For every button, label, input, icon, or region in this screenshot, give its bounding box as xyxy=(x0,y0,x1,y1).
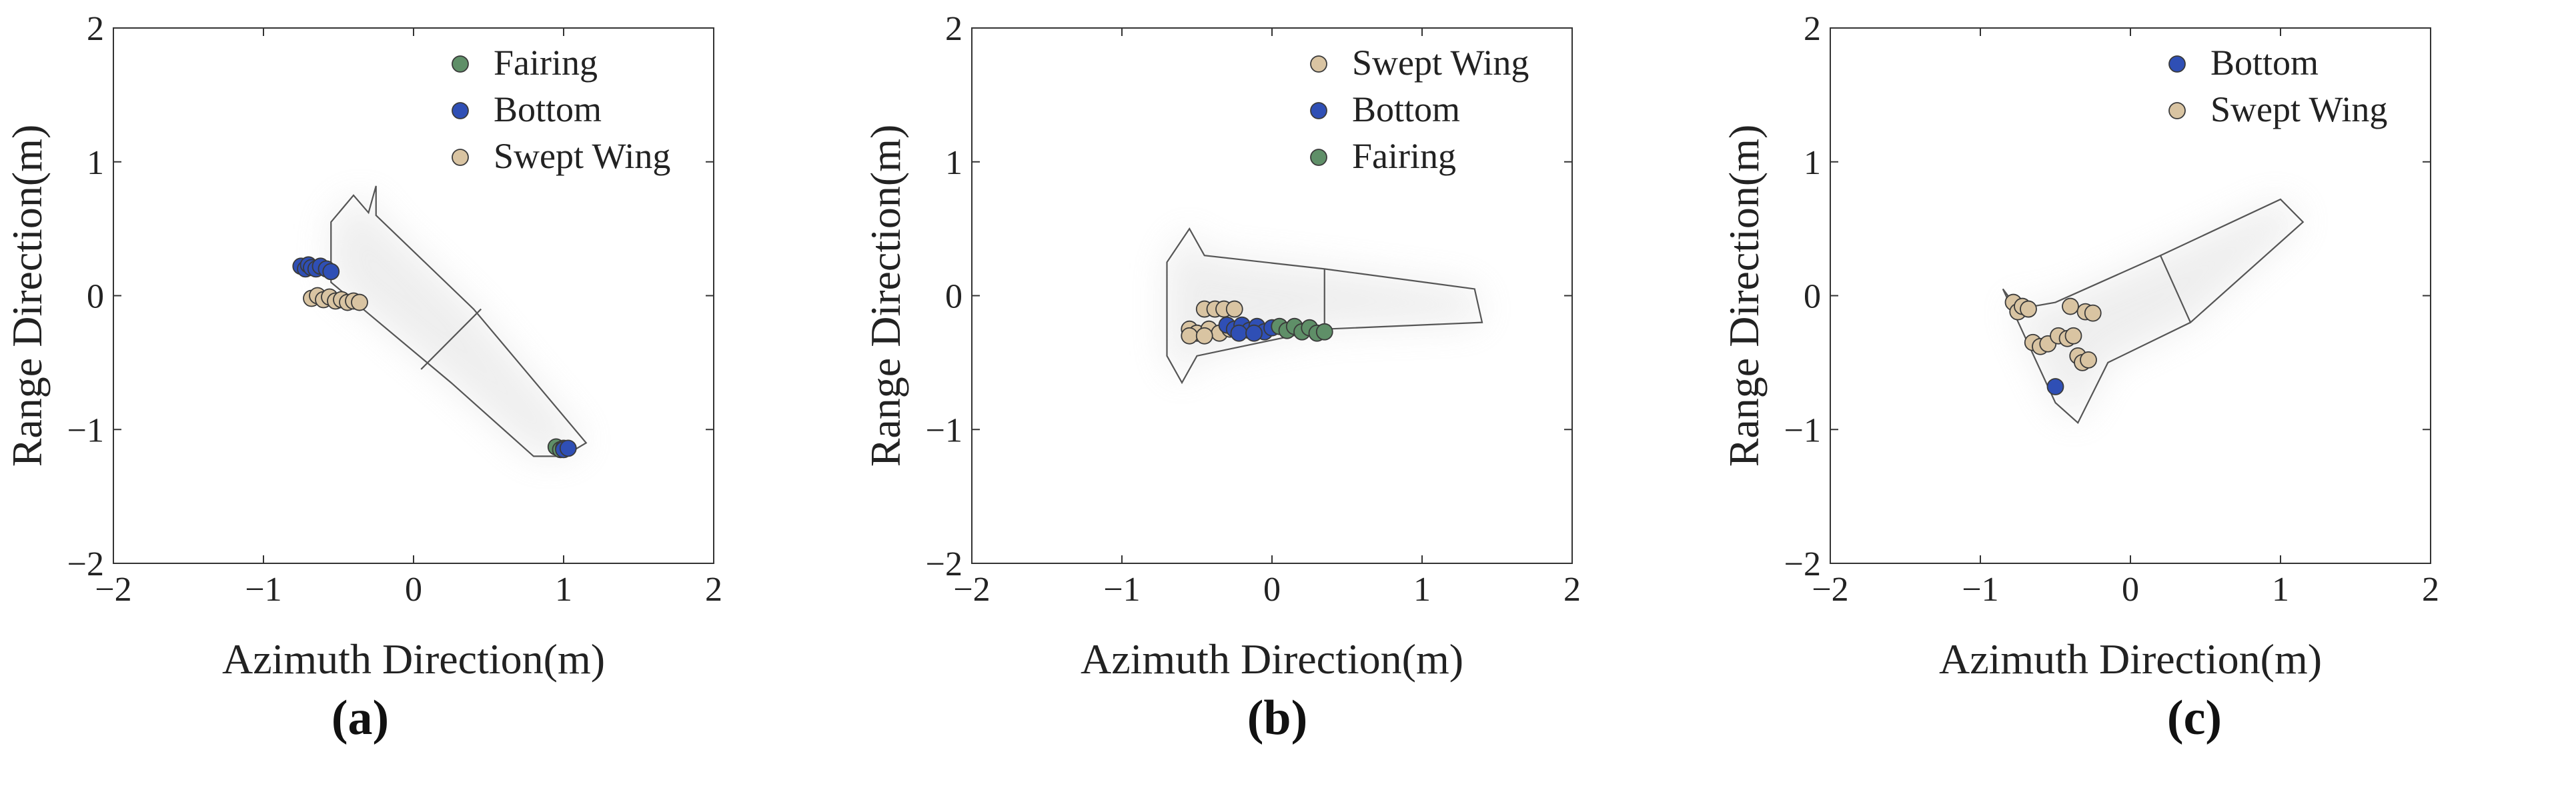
clutter-haze xyxy=(331,185,586,457)
data-point xyxy=(2080,351,2097,369)
x-axis-label: Azimuth Direction(m) xyxy=(1081,635,1463,683)
legend-marker xyxy=(2168,102,2186,119)
data-point xyxy=(559,439,577,457)
x-tick-label: 0 xyxy=(1263,571,1281,609)
legend-marker xyxy=(1310,149,1327,166)
y-axis-label: Range Direction(m) xyxy=(3,125,51,467)
x-tick-label: 0 xyxy=(2122,571,2139,609)
data-point xyxy=(2084,304,2102,322)
data-point xyxy=(2062,297,2079,315)
legend-label: Fairing xyxy=(1352,136,1456,176)
data-point xyxy=(2064,327,2082,345)
y-tick-label: 2 xyxy=(87,10,104,48)
legend-label: Bottom xyxy=(1352,89,1460,129)
legend-marker xyxy=(452,102,469,119)
y-tick-label: −2 xyxy=(926,545,962,583)
legend-label: Bottom xyxy=(2210,43,2319,83)
data-point xyxy=(1195,327,1213,345)
x-tick-label: 2 xyxy=(705,571,722,609)
target-outline-divider xyxy=(420,308,482,370)
y-tick-label: −1 xyxy=(67,411,104,449)
legend-marker xyxy=(1310,102,1327,119)
data-point xyxy=(1245,324,1263,342)
subfigure-caption-b: (b) xyxy=(1247,691,1308,745)
data-point xyxy=(1315,323,1333,341)
chart-panel-c: −2−2 −1 −1 0 0 1 1 2 2 Azimuth Direction(m) Range … xyxy=(1720,10,2439,683)
chart-panel-b: −2−2 −1 −1 0 0 1 1 2 2 Azimuth Direction(m) Range … xyxy=(862,10,1581,683)
y-tick-label: 0 xyxy=(945,278,962,316)
legend-marker xyxy=(2168,55,2186,73)
y-tick-label: 2 xyxy=(1804,10,1821,48)
x-tick-label: 2 xyxy=(1563,571,1581,609)
data-point xyxy=(322,263,340,281)
x-tick-label: 1 xyxy=(2272,571,2289,609)
data-point xyxy=(1225,300,1243,318)
subfigure-caption-a: (a) xyxy=(331,691,390,745)
y-tick-label: 0 xyxy=(1804,278,1821,316)
y-tick-label: 1 xyxy=(1804,144,1821,182)
target-outline-divider xyxy=(2159,255,2192,323)
y-tick-label: 1 xyxy=(87,144,104,182)
subfigure-caption-c: (c) xyxy=(2166,691,2222,745)
legend-label: Bottom xyxy=(494,89,602,129)
y-tick-label: 1 xyxy=(945,144,962,182)
legend-label: Swept Wing xyxy=(2210,89,2387,129)
y-tick-label: 2 xyxy=(945,10,962,48)
legend-marker xyxy=(1310,55,1327,73)
x-tick-label: −1 xyxy=(1962,571,1998,609)
data-point xyxy=(351,293,368,311)
x-tick-label: −2 xyxy=(1812,571,1848,609)
y-axis-label: Range Direction(m) xyxy=(1720,125,1768,467)
legend-marker xyxy=(452,149,469,166)
x-tick-label: −2 xyxy=(953,571,990,609)
x-tick-label: 2 xyxy=(2422,571,2439,609)
legend-label: Swept Wing xyxy=(1352,43,1529,83)
data-point xyxy=(1181,327,1199,345)
y-tick-label: −1 xyxy=(1784,411,1821,449)
x-tick-label: −1 xyxy=(1103,571,1140,609)
x-axis-label: Azimuth Direction(m) xyxy=(1939,635,2322,683)
x-tick-label: −1 xyxy=(245,571,281,609)
target-outline xyxy=(330,185,588,457)
x-tick-label: 1 xyxy=(1413,571,1431,609)
x-tick-label: −2 xyxy=(95,571,131,609)
x-tick-label: 0 xyxy=(405,571,422,609)
data-point xyxy=(2046,378,2064,395)
y-tick-label: −2 xyxy=(1784,545,1821,583)
x-axis-label: Azimuth Direction(m) xyxy=(222,635,605,683)
data-point xyxy=(2020,300,2037,318)
target-outline xyxy=(2002,198,2305,424)
y-tick-label: −1 xyxy=(926,411,962,449)
y-axis-label: Range Direction(m) xyxy=(862,125,909,467)
legend-label: Swept Wing xyxy=(494,136,670,176)
legend-marker xyxy=(452,55,469,73)
data-point xyxy=(1230,324,1248,342)
chart-panel-a: −2−2 −1 −1 0 0 1 1 2 2 Azimuth Direction(m) Range … xyxy=(3,10,722,683)
legend-label: Fairing xyxy=(494,43,598,83)
x-tick-label: 1 xyxy=(555,571,572,609)
target-outline xyxy=(1166,227,1483,385)
y-tick-label: −2 xyxy=(67,545,104,583)
y-tick-label: 0 xyxy=(87,278,104,316)
